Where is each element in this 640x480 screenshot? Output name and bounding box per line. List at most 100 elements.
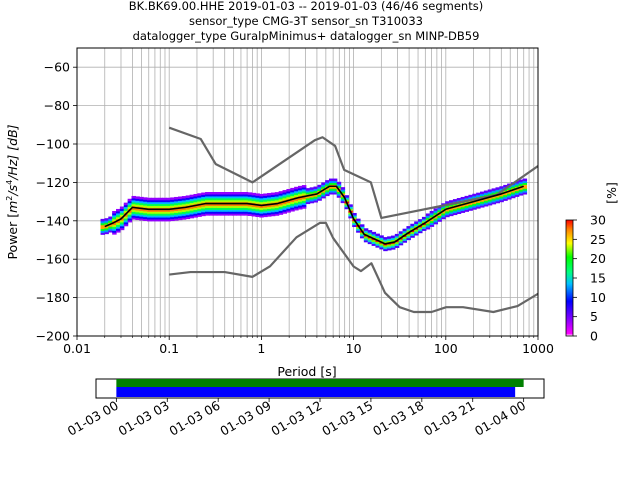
psd-bin [224,209,229,212]
psd-bin [340,187,346,190]
psd-bin [336,185,342,189]
psd-bin [294,206,299,209]
psd-bin [522,178,528,182]
psd-bin [189,196,195,200]
psd-bin [518,181,524,185]
colorbar-tick-label: 20 [590,251,606,266]
timeline-tick-label: 01-03 18 [370,398,426,439]
psd-bin [216,207,222,210]
psd-bin [495,196,500,200]
psd-bin [154,218,160,222]
psd-bin [278,202,284,206]
psd-bin [127,202,133,206]
psd-bin [278,206,284,210]
psd-bin [232,195,237,199]
psd-bin [216,192,222,195]
colorbar-label: [%] [604,182,619,204]
psd-bin [317,186,322,190]
psd-bin [328,186,334,189]
psd-bin [247,203,253,207]
psd-bin [464,195,469,199]
psd-bin [348,213,353,217]
psd-bin [119,208,125,211]
timeline-bar-psd [116,387,516,397]
psd-bin [464,209,469,212]
psd-bin [371,233,377,237]
psd-bin [383,244,388,248]
psd-bin [224,203,229,207]
psd-bin [301,198,307,202]
psd-bin [487,189,493,192]
psd-bin [336,193,342,196]
psd-bin [476,204,481,207]
psd-bin [205,213,210,216]
psd-bin [123,214,129,217]
psd-bin [193,193,198,197]
psd-bin [468,194,473,198]
psd-bin [116,216,121,220]
psd-bin [336,181,342,185]
psd-bin [359,231,365,235]
psd-bin [305,190,311,193]
timeline-bars [116,379,524,397]
plot-frame [76,47,539,337]
x-tick-label: 1 [257,341,265,356]
series-line-nlnm [169,221,538,314]
y-tick-label: −140 [36,213,70,228]
psd-bin [371,235,377,239]
psd-bin [449,200,454,203]
psd-bin [220,207,226,210]
psd-bin [418,230,423,234]
psd-bin [456,205,462,209]
psd-bin [290,191,295,195]
y-tick-label: −60 [44,60,70,75]
timeline-tick-label: 01-03 03 [116,398,172,439]
psd-bin [135,198,140,201]
psd-bin [239,192,245,195]
psd-bin [328,192,334,195]
psd-bin [189,210,195,213]
psd-bin [301,200,307,203]
colorbar-tick-label: 15 [590,271,606,286]
psd-bin [286,204,291,207]
psd-bin [294,194,299,198]
psd-bin [100,218,106,222]
psd-bin [298,203,303,206]
psd-bin [162,209,167,212]
psd-bin [162,197,167,201]
psd-bin [236,205,241,208]
psd-bin [301,188,307,192]
psd-bin [201,209,206,213]
psd-bin [177,200,183,203]
x-axis-ticks: 0.01 0.1 1 10 100 1000 [63,336,554,356]
psd-bin [367,239,373,243]
psd-bin [503,188,508,192]
psd-bin [108,216,113,220]
psd-bin [321,190,326,193]
psd-bin [177,198,183,201]
psd-bin [387,247,392,251]
psd-bin [189,202,195,205]
psd-bin [270,204,276,207]
psd-bin [340,189,346,192]
psd-bin [154,216,160,220]
psd-bin [491,199,497,203]
psd-bin [421,224,427,228]
psd-bin [239,205,245,208]
psd-bin [193,197,198,201]
psd-bin [278,210,284,213]
psd-bin [247,198,253,201]
psd-bin [398,238,404,242]
psd-bin [127,219,133,223]
psd-bin [158,203,164,207]
psd-bin [232,211,237,214]
psd-bin [472,193,477,197]
psd-bin [135,209,140,213]
psd-bin [514,188,520,192]
psd-bin [174,198,179,202]
psd-bin [313,196,318,199]
timeline-tick-label: 01-03 15 [319,398,375,439]
psd-bin [282,191,288,195]
psd-bin [208,209,214,212]
